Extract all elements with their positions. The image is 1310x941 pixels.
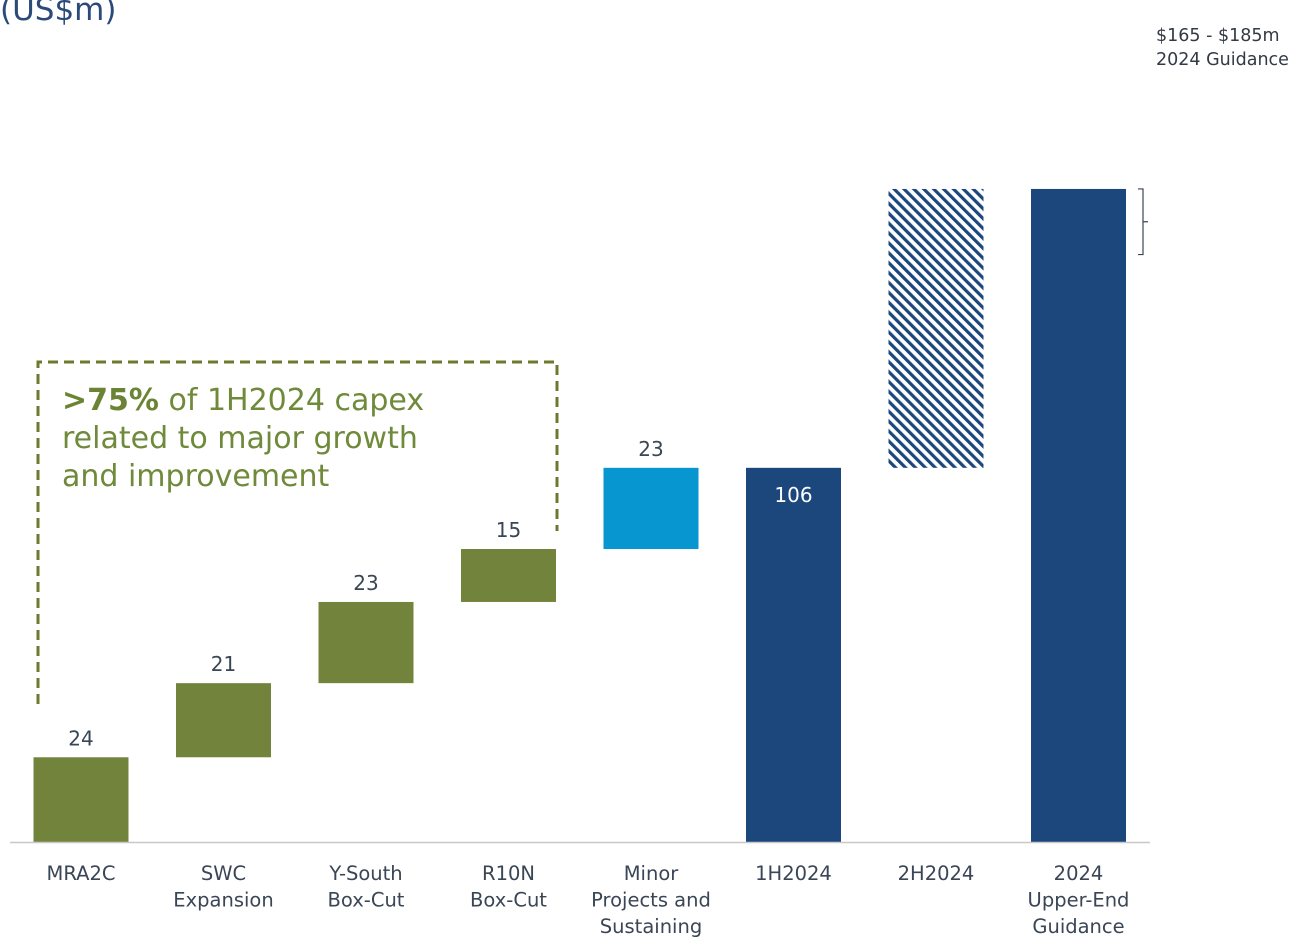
value-label-minor-projects-and-sustaining: 23 xyxy=(638,437,663,461)
bar-1h2024 xyxy=(746,467,841,842)
unit-label: (US$m) xyxy=(0,0,117,28)
bar-2h2024 xyxy=(888,188,984,468)
callout-highlight: >75% xyxy=(62,383,159,418)
growth-callout-text: >75% of 1H2024 capex related to major gr… xyxy=(62,382,482,496)
category-label-mra2c: MRA2C xyxy=(47,862,116,885)
bar-2024-upper-end-guidance xyxy=(1031,188,1126,842)
category-label-1h2024: 1H2024 xyxy=(755,862,832,885)
category-label-swc-expansion: SWC Expansion xyxy=(173,862,273,912)
bar-y-south-box-cut xyxy=(318,601,414,684)
value-label-swc-expansion: 21 xyxy=(211,652,236,676)
bar-minor-projects-and-sustaining xyxy=(603,467,699,550)
category-label-minor-projects-and-sustaining: Minor Projects and Sustaining xyxy=(591,862,711,938)
guidance-note: $165 - $185m 2024 Guidance xyxy=(1156,24,1289,72)
guidance-range-bracket xyxy=(1138,188,1148,256)
value-label-r10n-box-cut: 15 xyxy=(496,518,521,542)
growth-callout-dashed-outline xyxy=(36,360,559,704)
category-label-r10n-box-cut: R10N Box-Cut xyxy=(470,862,547,912)
category-label-2024-upper-end-guidance: 2024 Upper-End Guidance xyxy=(1028,862,1130,938)
bar-mra2c xyxy=(33,757,129,842)
value-label-mra2c: 24 xyxy=(68,726,93,750)
category-label-y-south-box-cut: Y-South Box-Cut xyxy=(328,862,405,912)
category-label-2h2024: 2H2024 xyxy=(898,862,975,885)
guidance-range-text: $165 - $185m xyxy=(1156,26,1280,46)
callout-body: of 1H2024 capex related to major growth … xyxy=(62,383,425,494)
value-label-y-south-box-cut: 23 xyxy=(353,571,378,595)
value-label-1h2024: 106 xyxy=(774,483,812,507)
bar-swc-expansion xyxy=(176,683,271,758)
guidance-label-text: 2024 Guidance xyxy=(1156,50,1289,70)
bar-r10n-box-cut xyxy=(461,549,556,602)
